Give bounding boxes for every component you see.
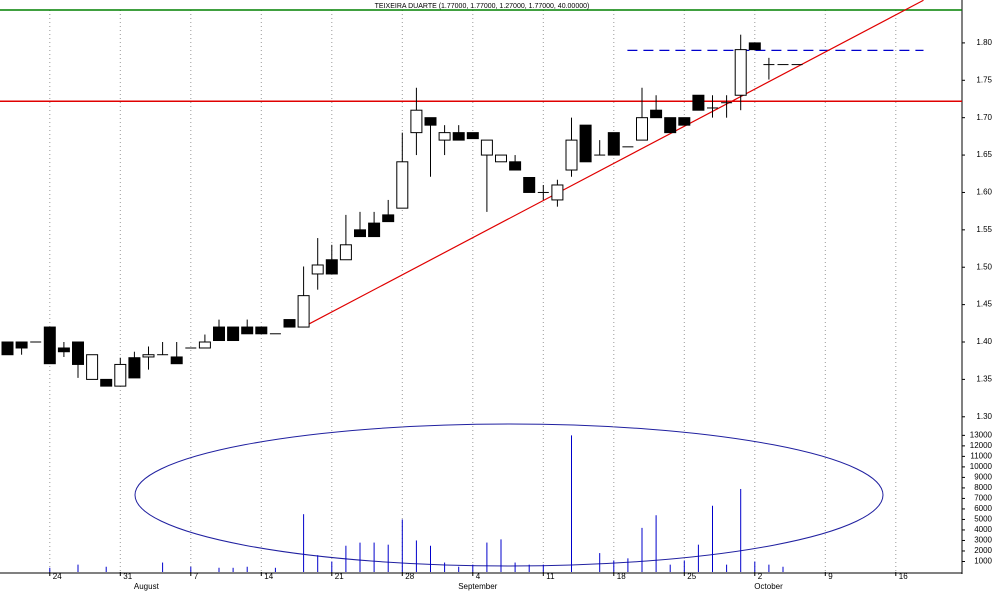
candle-body bbox=[339, 244, 352, 261]
x-tick-label: 24 bbox=[53, 572, 62, 581]
candle-body bbox=[565, 139, 578, 171]
y2-tick-label: 2000 bbox=[974, 546, 992, 555]
candle-body bbox=[551, 184, 564, 201]
x-tick-label: 21 bbox=[335, 572, 344, 581]
candle-body bbox=[480, 139, 493, 156]
y-tick-label: 1.65 bbox=[976, 150, 992, 159]
x-tick-label: 31 bbox=[123, 572, 132, 581]
candle-body bbox=[664, 117, 677, 134]
candle-body bbox=[114, 363, 127, 387]
x-tick-label: 4 bbox=[476, 572, 481, 581]
candle-body bbox=[142, 354, 155, 358]
candle-body bbox=[607, 132, 620, 156]
month-label: September bbox=[458, 582, 497, 591]
candle-body bbox=[424, 117, 437, 126]
x-tick-label: 2 bbox=[758, 572, 763, 581]
candle-body bbox=[410, 109, 423, 134]
y2-tick-label: 1000 bbox=[974, 557, 992, 566]
x-tick-label: 25 bbox=[687, 572, 696, 581]
trend-line bbox=[302, 0, 924, 328]
x-tick-label: 7 bbox=[194, 572, 199, 581]
candle-body bbox=[57, 347, 70, 353]
candle-body bbox=[354, 229, 366, 238]
candle-body bbox=[509, 161, 522, 171]
candle-body bbox=[382, 214, 395, 223]
candle-body bbox=[15, 341, 28, 349]
y-tick-label: 1.40 bbox=[976, 337, 992, 346]
candle-body bbox=[523, 176, 536, 193]
candle-body bbox=[297, 295, 310, 328]
x-tick-label: 11 bbox=[546, 572, 555, 581]
candle-body bbox=[86, 354, 99, 380]
candle-body bbox=[311, 264, 324, 275]
candle-body bbox=[678, 117, 691, 126]
candle-body bbox=[396, 161, 409, 209]
candle-body bbox=[495, 154, 507, 163]
candle-body bbox=[170, 356, 183, 365]
candle-body bbox=[283, 319, 296, 328]
month-label: October bbox=[754, 582, 783, 591]
candle-body bbox=[241, 326, 254, 335]
y2-tick-label: 7000 bbox=[974, 494, 992, 503]
candle-body bbox=[1, 341, 14, 356]
y2-tick-label: 8000 bbox=[974, 483, 992, 492]
y-tick-label: 1.70 bbox=[976, 113, 992, 122]
candle-body bbox=[325, 259, 338, 275]
candle-body bbox=[579, 124, 592, 163]
candle-body bbox=[636, 117, 648, 141]
y2-tick-label: 12000 bbox=[970, 441, 993, 450]
annotation-ellipse bbox=[134, 423, 884, 567]
candle-body bbox=[198, 341, 211, 349]
month-label: August bbox=[134, 582, 160, 591]
candle-body bbox=[227, 326, 240, 342]
candle-body bbox=[368, 222, 381, 238]
y-tick-label: 1.75 bbox=[976, 75, 992, 84]
x-tick-label: 18 bbox=[617, 572, 626, 581]
y-tick-label: 1.50 bbox=[976, 262, 992, 271]
candle-body bbox=[43, 326, 56, 365]
candle-body bbox=[748, 42, 761, 51]
y2-tick-label: 10000 bbox=[970, 462, 993, 471]
y-tick-label: 1.35 bbox=[976, 375, 992, 384]
candle-body bbox=[734, 49, 747, 96]
y-tick-label: 1.45 bbox=[976, 300, 992, 309]
x-tick-label: 9 bbox=[828, 572, 833, 581]
y2-tick-label: 11000 bbox=[970, 451, 992, 460]
candle-body bbox=[438, 132, 451, 141]
y2-tick-label: 4000 bbox=[974, 525, 992, 534]
y2-tick-label: 13000 bbox=[970, 430, 993, 439]
y2-tick-label: 3000 bbox=[974, 536, 992, 545]
candle-body bbox=[72, 341, 84, 365]
candle-body bbox=[128, 357, 141, 379]
y-tick-label: 1.55 bbox=[976, 225, 992, 234]
x-tick-label: 28 bbox=[405, 572, 414, 581]
candle-body bbox=[213, 326, 225, 342]
candle-body bbox=[452, 132, 465, 141]
candle-body bbox=[466, 132, 479, 140]
y2-tick-label: 6000 bbox=[974, 504, 992, 513]
y-tick-label: 1.80 bbox=[976, 38, 992, 47]
chart-title: TEIXEIRA DUARTE (1.77000, 1.77000, 1.270… bbox=[375, 3, 590, 10]
y2-tick-label: 9000 bbox=[974, 473, 992, 482]
candle-body bbox=[100, 378, 113, 387]
candle-body bbox=[255, 326, 268, 335]
x-tick-label: 14 bbox=[264, 572, 273, 581]
y-tick-label: 1.30 bbox=[976, 412, 992, 421]
candle-body bbox=[650, 109, 663, 119]
y-tick-label: 1.60 bbox=[976, 188, 992, 197]
candle-body bbox=[692, 94, 705, 111]
x-tick-label: 16 bbox=[899, 572, 908, 581]
y2-tick-label: 5000 bbox=[974, 515, 992, 524]
